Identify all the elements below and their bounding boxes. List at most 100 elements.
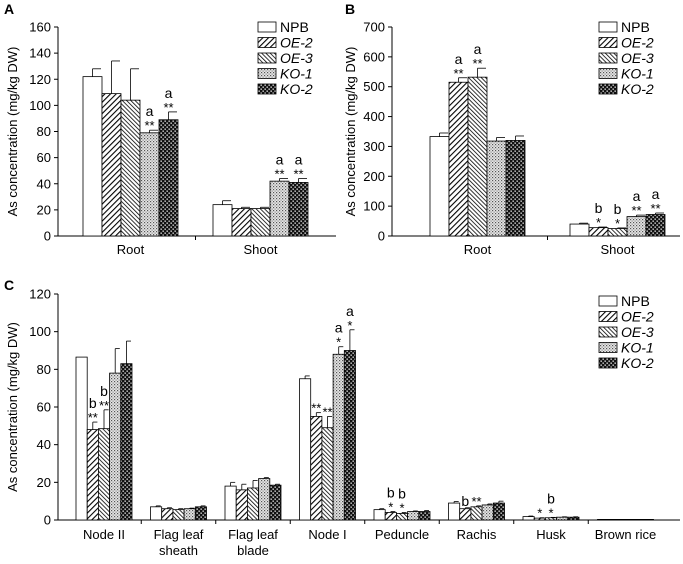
panel-c-bar-ko-1 — [481, 504, 494, 521]
panel-c-significance-mark: ** — [471, 494, 481, 509]
panel-c-significance-mark: ** — [311, 401, 321, 416]
panel-c-bar-npb — [224, 485, 237, 521]
panel-a-bar-oe-2 — [101, 93, 122, 237]
panel-b-group-letter: a — [474, 41, 482, 57]
panel-c-bar-oe-3 — [619, 519, 632, 521]
panel-b-y-tick-label: 100 — [363, 199, 385, 214]
panel-c-bar-ko-1 — [332, 353, 345, 521]
panel-a-bar-ko-2 — [288, 182, 309, 237]
panel-a-legend-label: KO-2 — [280, 81, 313, 97]
panel-c-bar-npb — [522, 516, 535, 521]
panel-c-group-letter: b — [89, 395, 97, 411]
panel-b-significance-mark: * — [596, 215, 601, 230]
panel-a-y-tick-label: 120 — [29, 72, 51, 87]
panel-a-y-tick-label: 160 — [29, 20, 51, 35]
panel-a-y-tick-label: 60 — [37, 150, 51, 165]
panel-c-group-letter: b — [398, 485, 406, 501]
panel-b-significance-mark: * — [615, 216, 620, 231]
panel-c-legend-swatch — [598, 357, 618, 369]
panel-c-category-label: Node II — [83, 527, 125, 542]
panel-c-category-label: Rachis — [457, 527, 497, 542]
panel-a-bar-oe-2 — [231, 208, 252, 237]
panel-b-category-label: Root — [464, 242, 492, 257]
panel-c-bar-oe-2 — [161, 508, 174, 521]
panel-a-legend-label: KO-1 — [280, 66, 313, 82]
panel-c-y-tick-label: 120 — [29, 287, 51, 302]
panel-a-significance-mark: ** — [274, 167, 284, 182]
panel-c-bar-oe-2 — [86, 429, 99, 521]
panel-b-y-tick-label: 0 — [378, 229, 385, 244]
panel-b-category-label: Shoot — [601, 242, 635, 257]
panel-c-bar-ko-1 — [630, 519, 643, 521]
panel-b-significance-mark: ** — [453, 66, 463, 81]
panel-c-bar-ko-2 — [492, 502, 505, 521]
panel-c-significance-mark: ** — [322, 404, 332, 419]
panel-b-group-letter: a — [633, 188, 641, 204]
panel-b-bar-ko-2 — [505, 140, 526, 237]
panel-b-significance-mark: ** — [650, 201, 660, 216]
panel-a-legend-swatch — [257, 21, 277, 33]
panel-c-y-tick-label: 80 — [37, 362, 51, 377]
panel-a-y-tick-label: 20 — [37, 202, 51, 217]
panel-a-chart: A 0 20 40 60 80 100 120 140 160 As concentration … — [4, 1, 336, 257]
panel-a-legend-label: NPB — [280, 19, 309, 35]
panel-a-group-letter: a — [295, 152, 303, 168]
panel-c-y-tick-label: 40 — [37, 437, 51, 452]
panel-b-y-tick-label: 500 — [363, 79, 385, 94]
panel-c-bar-ko-2 — [418, 511, 431, 521]
panel-a-category-label: Shoot — [244, 242, 278, 257]
panel-c-legend-label: NPB — [621, 293, 650, 309]
panel-a-y-tick-label: 0 — [44, 229, 51, 244]
panel-b-legend-label: OE-2 — [621, 35, 654, 51]
panel-c-bar-oe-2 — [608, 519, 621, 521]
panel-b-legend-swatch — [598, 21, 618, 33]
panel-b-group-letter: b — [595, 200, 603, 216]
panel-c-legend-swatch — [598, 311, 618, 322]
panel-a-legend-label: OE-2 — [280, 35, 313, 51]
panel-c-y-tick-label: 60 — [37, 400, 51, 415]
panel-c-category-label: Node I — [308, 527, 346, 542]
panel-c-y-tick-label: 100 — [29, 324, 51, 339]
panel-c-bar-oe-2 — [310, 416, 323, 521]
panel-a-group-letter: a — [146, 103, 154, 119]
panel-c-bar-oe-3 — [98, 428, 111, 521]
panel-a-legend-swatch — [257, 37, 277, 48]
panel-c-bar-ko-1 — [109, 372, 122, 521]
panel-c-bar-ko-2 — [120, 363, 133, 521]
panel-c-category-label: Peduncle — [375, 527, 429, 542]
panel-b-legend-label: KO-2 — [621, 81, 654, 97]
panel-b-legend-label: KO-1 — [621, 66, 654, 82]
panel-a-category-label: Root — [117, 242, 145, 257]
panel-a-y-tick-label: 140 — [29, 46, 51, 61]
panel-c-legend-label: KO-2 — [621, 355, 654, 371]
panel-b-group-letter: b — [614, 201, 622, 217]
panel-c-significance-mark: * — [548, 505, 553, 520]
panel-c-bar-ko-1 — [556, 516, 569, 521]
panel-a-bar-npb — [82, 76, 103, 237]
panel-a-bar-ko-1 — [139, 132, 160, 237]
panel-c-significance-mark: * — [347, 318, 352, 333]
panel-a-group-letter: a — [276, 152, 284, 168]
panel-a-y-tick-label: 40 — [37, 176, 51, 191]
panel-c-group-letter: b — [547, 490, 555, 506]
panel-a-y-tick-label: 100 — [29, 98, 51, 113]
panel-b-legend-swatch — [598, 52, 618, 64]
panel-c-chart: C 0 20 40 60 80 100 120 As concentration (mg/kg… — [4, 277, 680, 558]
panel-c-bar-oe-2 — [459, 508, 472, 521]
panel-a-significance-mark: ** — [163, 100, 173, 115]
panel-a-significance-mark: ** — [144, 118, 154, 133]
panel-c-group-letter: a — [346, 303, 354, 319]
panel-c-group-letter: a — [335, 320, 343, 336]
panel-c-legend-label: OE-3 — [621, 324, 654, 340]
panel-c-y-tick-label: 20 — [37, 475, 51, 490]
panel-b-legend-label: OE-3 — [621, 50, 654, 66]
panel-c-bar-oe-3 — [321, 427, 334, 521]
panel-a-bar-ko-1 — [269, 180, 290, 237]
panel-c-bar-oe-2 — [235, 489, 248, 521]
panel-c-significance-mark: * — [388, 500, 393, 515]
panel-b-bar-npb — [569, 223, 590, 237]
panel-c-group-letter: b — [387, 485, 395, 501]
panel-c-category-label: Brown rice — [595, 527, 656, 542]
panel-b-group-letter: a — [652, 186, 660, 202]
